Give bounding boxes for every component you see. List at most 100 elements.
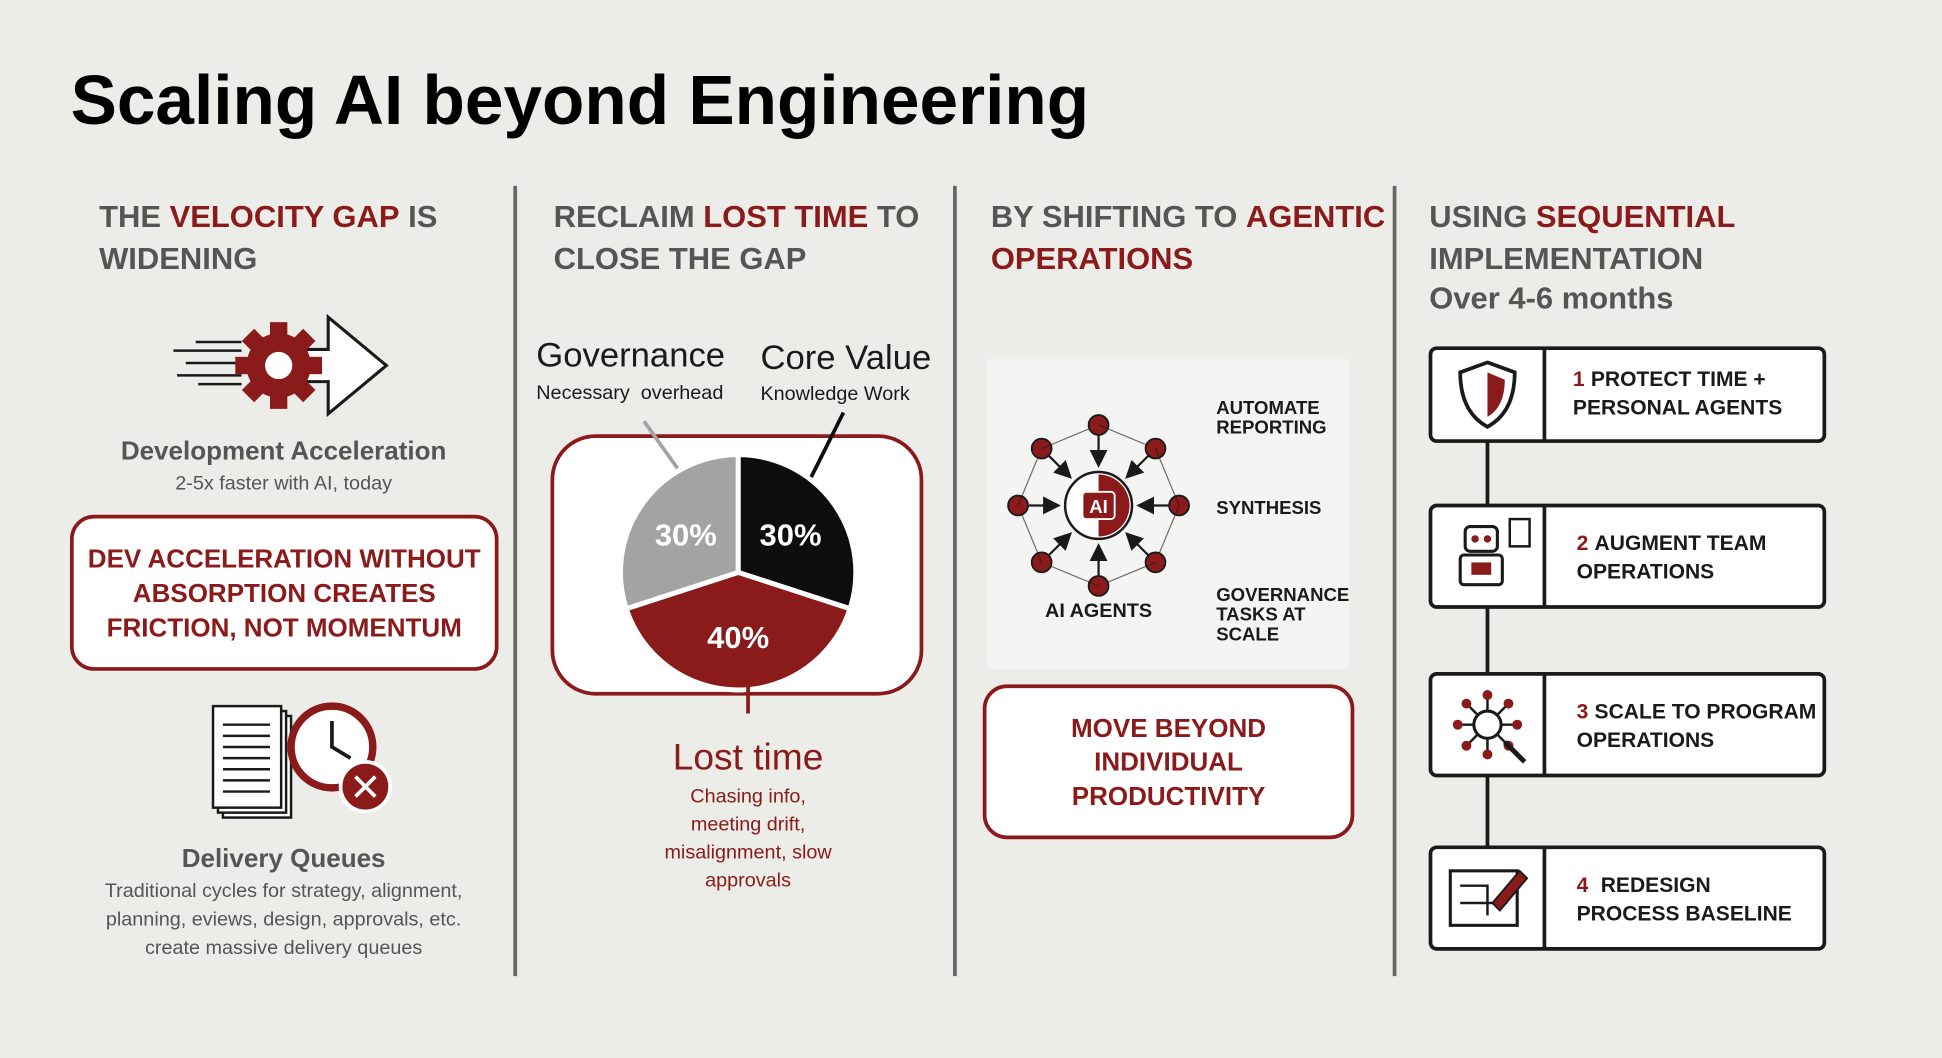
column-heading: BY SHIFTING TO AGENTIC <box>991 199 1385 234</box>
item-title: Development Acceleration <box>121 436 447 466</box>
column-heading: RECLAIM LOST TIME TO <box>554 199 920 234</box>
item-description: Traditional cycles for strategy, alignme… <box>105 880 463 902</box>
page-title: Scaling AI beyond Engineering <box>71 61 1089 139</box>
callout-text: DEV ACCELERATION WITHOUT <box>88 543 481 573</box>
column-heading: WIDENING <box>99 241 257 276</box>
diagram-output: TASKS AT <box>1216 604 1306 625</box>
pie-label-description: Chasing info, <box>690 786 806 808</box>
column-heading: USING SEQUENTIAL <box>1429 199 1735 234</box>
step-text: OPERATIONS <box>1577 729 1715 752</box>
callout-box <box>982 684 1355 840</box>
diagram-output: REPORTING <box>1216 417 1326 438</box>
network-node <box>1461 740 1472 751</box>
heading-segment: WIDENING <box>99 241 257 276</box>
robot-eye <box>1471 535 1479 543</box>
callout-text: FRICTION, NOT MOMENTUM <box>107 613 462 643</box>
heading-segment: IS <box>400 199 438 234</box>
pie-label-description: approvals <box>705 869 791 891</box>
agent-link <box>1046 453 1072 479</box>
pie-label-title: Core Value <box>760 339 931 377</box>
step-number: 1 <box>1573 368 1585 391</box>
heading-segment: CLOSE THE GAP <box>554 241 807 276</box>
item-description: planning, eviews, design, approvals, etc… <box>106 908 461 930</box>
callout-text: MOVE BEYOND <box>1071 713 1266 743</box>
shield-fill <box>1487 372 1505 417</box>
pie-slice <box>623 569 854 693</box>
network-node <box>1461 698 1472 709</box>
step-text: 1 PROTECT TIME + <box>1573 368 1766 391</box>
network-node <box>1503 698 1514 709</box>
callout-text: ABSORPTION CREATES <box>133 578 436 608</box>
gear-hole <box>265 351 293 380</box>
globe-icon <box>1472 709 1503 740</box>
pie-label-title: Lost time <box>673 735 824 777</box>
agent-link <box>1046 532 1072 558</box>
step-line: PERSONAL AGENTS <box>1573 396 1782 419</box>
cancel-cross <box>354 775 377 798</box>
pie-value-label: 30% <box>760 517 822 552</box>
step-number: 3 <box>1577 700 1589 723</box>
blueprint-icon <box>1448 869 1519 927</box>
ai-chip-label: AI <box>1089 496 1108 517</box>
step-number: 2 <box>1577 532 1589 555</box>
pie-label-title: Governance <box>536 337 725 375</box>
robot-head <box>1463 524 1499 553</box>
robot-panel <box>1471 562 1492 575</box>
item-description: 2-5x faster with AI, today <box>175 472 392 494</box>
item-title: Delivery Queues <box>182 843 386 873</box>
step-line: OPERATIONS <box>1577 561 1715 584</box>
agent-link <box>1125 453 1151 479</box>
callout-text: PRODUCTIVITY <box>1072 781 1266 811</box>
callout-box <box>69 514 499 671</box>
diagram-output: SYNTHESIS <box>1216 497 1321 518</box>
pie-label-subtitle: Knowledge Work <box>760 383 909 405</box>
network-node <box>1482 690 1493 700</box>
column-heading: CLOSE THE GAP <box>554 241 807 276</box>
leader-line <box>809 411 846 478</box>
network-node <box>1482 749 1493 760</box>
network-node <box>1512 719 1523 730</box>
step-text: PROCESS BASELINE <box>1577 902 1792 925</box>
heading-segment: USING <box>1429 199 1536 234</box>
column-heading: OPERATIONS <box>991 241 1193 276</box>
heading-segment: THE <box>99 199 170 234</box>
item-description: create massive delivery queues <box>145 937 422 959</box>
diagram-caption: AI AGENTS <box>1045 600 1152 622</box>
column-heading: IMPLEMENTATION <box>1429 241 1703 276</box>
diagram-output: GOVERNANCE <box>1216 584 1349 605</box>
heading-segment: IMPLEMENTATION <box>1429 241 1703 276</box>
pie-slice <box>618 452 741 612</box>
pie-slice <box>735 452 859 612</box>
step-line: PROCESS BASELINE <box>1577 902 1792 925</box>
magnifier-handle <box>1503 740 1527 764</box>
heading-segment: AGENTIC <box>1246 199 1385 234</box>
heading-segment: OPERATIONS <box>991 241 1193 276</box>
clock-hands <box>330 720 352 760</box>
diagram-output: SCALE <box>1216 623 1279 644</box>
agent-ring <box>1154 448 1180 506</box>
step-text: PERSONAL AGENTS <box>1573 396 1782 419</box>
step-line: OPERATIONS <box>1577 729 1715 752</box>
column-subheading: Over 4-6 months <box>1429 281 1673 316</box>
heading-segment: SEQUENTIAL <box>1536 199 1736 234</box>
step-text: 3 SCALE TO PROGRAM <box>1577 700 1817 723</box>
robot-eye <box>1483 535 1492 543</box>
network-node <box>1452 719 1463 730</box>
pencil-icon <box>1491 869 1529 912</box>
column-heading: THE VELOCITY GAP IS <box>99 199 437 234</box>
pie-value-label: 40% <box>707 620 769 655</box>
pie-label-description: misalignment, slow <box>664 841 832 863</box>
heading-segment: BY SHIFTING TO <box>991 199 1246 234</box>
heading-segment: VELOCITY GAP <box>170 199 400 234</box>
heading-segment: LOST TIME <box>703 199 868 234</box>
step-number: 4 <box>1577 874 1589 897</box>
heading-segment: TO <box>868 199 919 234</box>
step-box <box>1428 346 1827 443</box>
agent-node <box>1030 551 1053 574</box>
document-icon <box>1508 517 1531 548</box>
step-line: REDESIGN <box>1601 874 1711 897</box>
step-box <box>1428 845 1827 951</box>
pie-label-subtitle: Necessary overhead <box>536 382 723 404</box>
pie-label-description: meeting drift, <box>691 814 805 836</box>
